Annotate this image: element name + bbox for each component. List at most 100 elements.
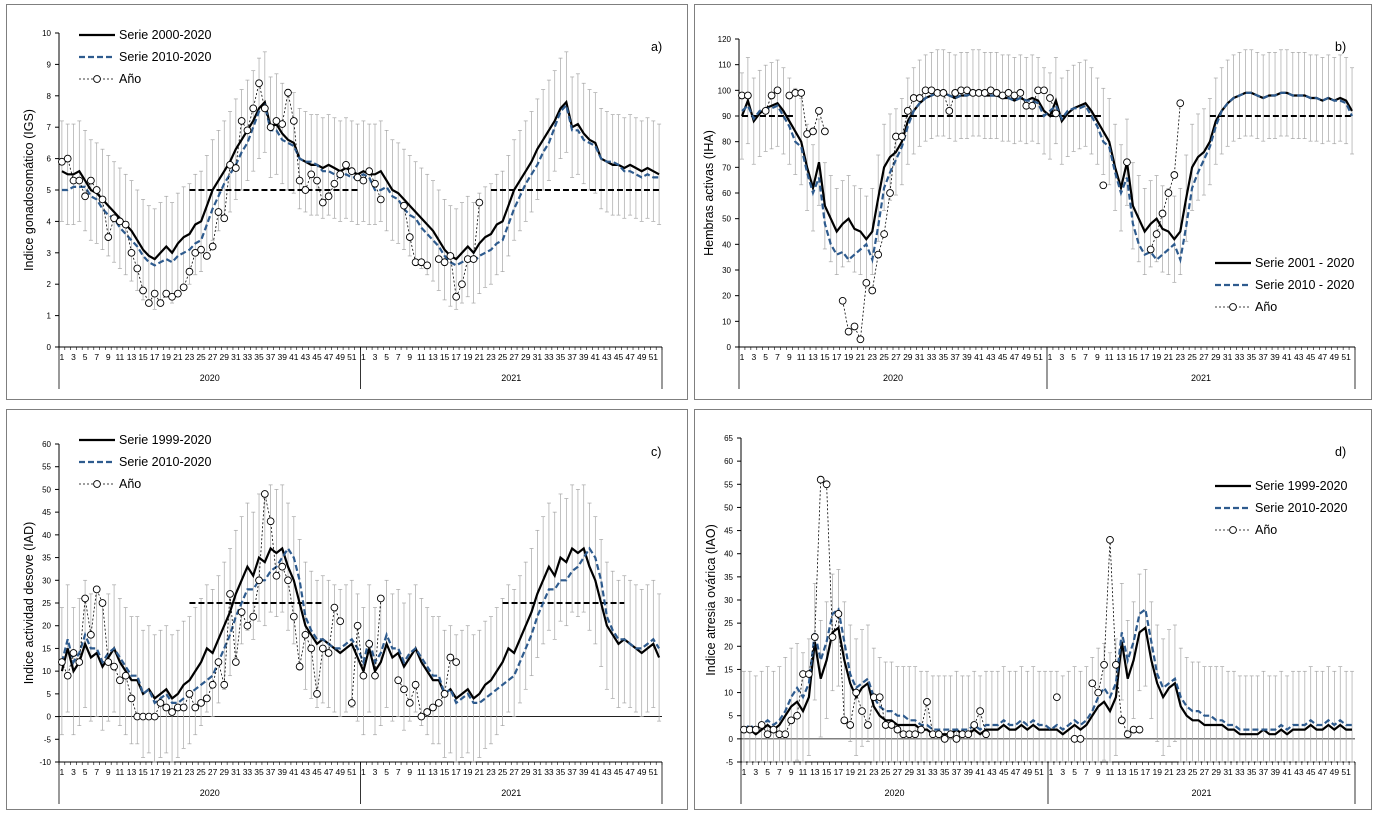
year-point — [423, 261, 432, 270]
y-tick-label: 120 — [718, 35, 732, 44]
x-week-label: 21 — [173, 767, 183, 777]
year-point — [81, 192, 89, 201]
y-tick-label: 45 — [42, 508, 51, 517]
x-week-label: 19 — [1152, 352, 1162, 362]
y-tick-label: 0 — [727, 343, 732, 352]
y-tick-label: 25 — [42, 599, 51, 608]
x-week-label: 5 — [384, 767, 389, 777]
year-point — [939, 89, 948, 97]
year-point — [208, 242, 217, 251]
year-point — [87, 176, 95, 185]
year-point — [63, 154, 72, 163]
year-point — [185, 690, 194, 698]
y-tick-label: 35 — [724, 573, 733, 582]
year-point — [243, 126, 252, 135]
legend-label: Serie 2010 - 2020 — [1255, 278, 1354, 292]
legend-label: Año — [1255, 523, 1277, 537]
x-week-label: 31 — [533, 352, 543, 362]
year-point — [1016, 89, 1025, 97]
year-point — [821, 127, 829, 136]
year-point — [1152, 230, 1161, 238]
year-point — [295, 176, 304, 185]
year-point — [1170, 171, 1179, 179]
year-point — [1123, 730, 1132, 739]
x-week-label: 9 — [106, 767, 111, 777]
year-point — [359, 671, 368, 680]
year-point — [260, 104, 269, 113]
x-week-label: 35 — [940, 767, 950, 777]
legend-marker-year — [1229, 526, 1237, 534]
x-week-label: 47 — [324, 767, 334, 777]
year-point — [371, 671, 379, 680]
year-point — [191, 248, 200, 257]
y-tick-label: 10 — [42, 29, 51, 38]
year-point — [844, 327, 853, 336]
x-week-label: 43 — [986, 352, 996, 362]
year-point — [797, 89, 806, 97]
y-tick-label: 20 — [722, 292, 731, 301]
x-week-label: 9 — [1096, 767, 1101, 777]
y-tick-label: 30 — [722, 266, 731, 275]
year-point — [203, 252, 211, 260]
y-tick-label: 30 — [42, 576, 51, 585]
year-point — [255, 79, 263, 88]
x-week-label: 35 — [254, 767, 264, 777]
x-week-label: 21 — [1164, 767, 1174, 777]
x-week-label: 41 — [1282, 352, 1292, 362]
year-point — [434, 699, 443, 707]
year-point — [266, 123, 275, 132]
year-point — [353, 621, 362, 630]
year-point — [761, 107, 770, 115]
x-week-label: 45 — [998, 352, 1008, 362]
x-week-label: 25 — [498, 352, 508, 362]
x-week-label: 37 — [952, 767, 962, 777]
x-week-label: 41 — [591, 352, 601, 362]
x-week-label: 21 — [1164, 352, 1174, 362]
x-week-label: 11 — [115, 352, 124, 362]
x-year-label: 2021 — [501, 373, 521, 383]
year-point — [330, 603, 339, 612]
y-tick-label: 10 — [724, 689, 733, 698]
x-week-label: 47 — [1318, 352, 1328, 362]
x-week-label: 45 — [312, 767, 322, 777]
year-point — [1164, 189, 1173, 197]
year-point — [58, 157, 66, 166]
year-point — [272, 571, 281, 580]
x-week-label: 19 — [844, 352, 854, 362]
x-week-label: 35 — [1247, 767, 1257, 777]
year-point — [127, 248, 136, 257]
x-week-label: 29 — [220, 767, 230, 777]
x-week-label: 19 — [463, 352, 473, 362]
x-week-label: 15 — [138, 767, 148, 777]
year-point — [295, 662, 304, 671]
x-week-label: 23 — [486, 352, 496, 362]
x-week-label: 3 — [1059, 352, 1064, 362]
chart-panel-iad: -10 -5 0 5 10 15 20 25 30 35 40 45 50 55 60 1 3 5 7 9 11 13 15… — [6, 409, 688, 810]
x-week-label: 29 — [220, 352, 230, 362]
panel-label: a) — [651, 40, 662, 54]
year-point — [875, 693, 884, 702]
year-point — [1053, 693, 1061, 702]
y-axis-title: Indice gonadosomático (IGS) — [22, 109, 36, 271]
year-point — [1146, 245, 1155, 254]
x-week-label: 35 — [1247, 352, 1257, 362]
series-line-long — [61, 99, 660, 261]
x-week-label: 21 — [173, 352, 183, 362]
x-week-label: 7 — [94, 767, 99, 777]
x-week-label: 15 — [822, 767, 832, 777]
year-point — [405, 233, 414, 241]
x-week-label: 29 — [1211, 352, 1221, 362]
x-week-label: 17 — [832, 352, 842, 362]
x-week-label: 21 — [856, 352, 866, 362]
x-week-label: 29 — [521, 767, 531, 777]
year-point — [846, 721, 855, 729]
year-point — [185, 267, 194, 276]
year-point — [156, 299, 165, 307]
year-point — [864, 721, 872, 729]
series-line-long — [744, 625, 1352, 736]
year-point — [307, 644, 316, 653]
x-week-label: 43 — [602, 767, 612, 777]
year-point — [452, 658, 461, 666]
x-week-label: 7 — [775, 352, 780, 362]
